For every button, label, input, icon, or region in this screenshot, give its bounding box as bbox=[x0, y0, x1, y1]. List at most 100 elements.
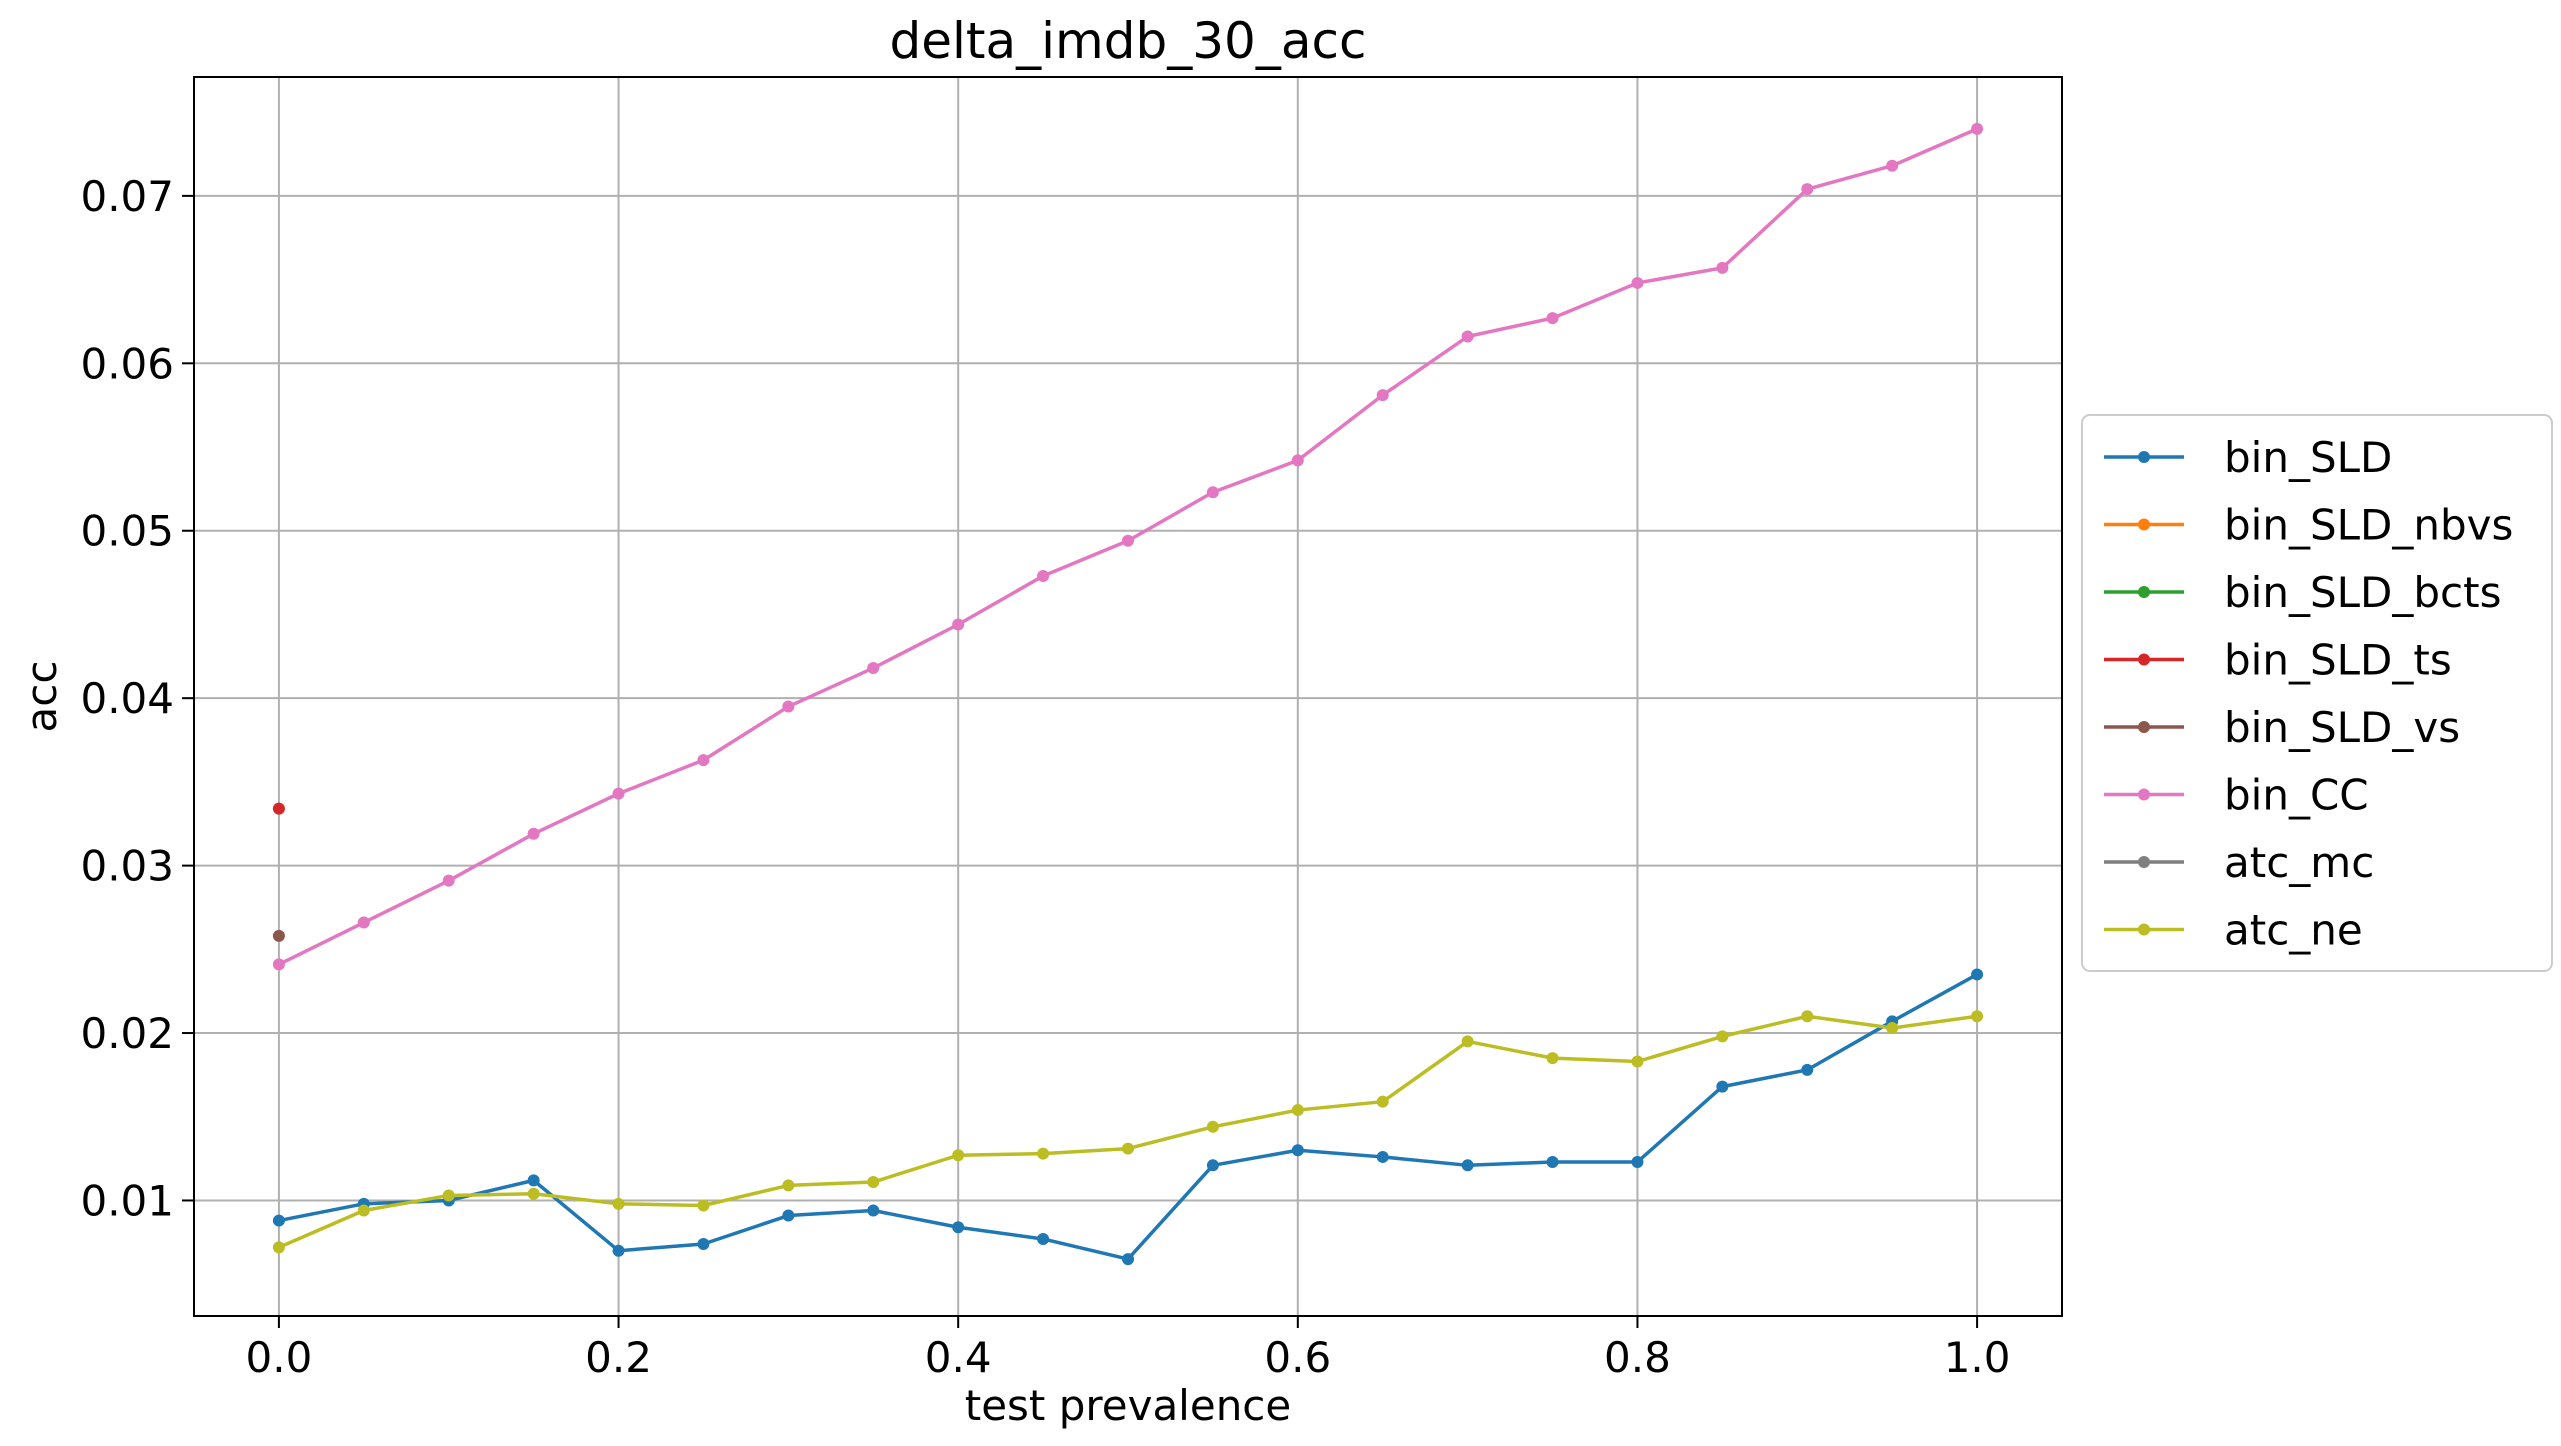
y-tick-label: 0.03 bbox=[80, 842, 174, 891]
data-point-atc-ne bbox=[1716, 1030, 1729, 1043]
data-point-bin-cc bbox=[952, 618, 965, 631]
x-tick-label: 0.0 bbox=[246, 1333, 313, 1382]
data-point-bin-cc bbox=[1037, 569, 1050, 582]
legend-entry-bin-sld-ts: bin_SLD_ts bbox=[2104, 636, 2452, 685]
data-point-atc-ne bbox=[952, 1149, 965, 1162]
data-point-atc-ne bbox=[697, 1199, 710, 1212]
data-point-bin-sld bbox=[1122, 1253, 1134, 1266]
data-point-atc-ne bbox=[527, 1187, 540, 1200]
legend-label: atc_ne bbox=[2224, 906, 2363, 955]
data-point-atc-ne bbox=[272, 1241, 285, 1254]
data-point-atc-ne bbox=[1971, 1010, 1984, 1023]
data-point-atc-ne bbox=[1122, 1142, 1134, 1155]
data-point-bin-cc bbox=[527, 827, 540, 840]
chart-title: delta_imdb_30_acc bbox=[890, 12, 1367, 70]
data-point-bin-cc bbox=[442, 874, 455, 887]
data-point-atc-ne bbox=[1291, 1104, 1304, 1117]
legend-marker bbox=[2138, 518, 2150, 531]
data-point-bin-sld bbox=[1801, 1063, 1814, 1076]
data-point-bin-sld bbox=[867, 1204, 880, 1217]
series-bin-cc bbox=[272, 122, 1984, 971]
legend-marker bbox=[2138, 856, 2150, 868]
y-tick-label: 0.01 bbox=[80, 1176, 174, 1225]
legend-marker bbox=[2138, 451, 2150, 463]
data-point-bin-sld bbox=[952, 1221, 965, 1234]
y-tick-label: 0.04 bbox=[80, 674, 174, 723]
axis-ticks: 0.0 0.2 0.4 0.6 0.8 1.0 0.01 0.02 0.03 0.04 0.05 0.… bbox=[80, 172, 2010, 1382]
data-point-bin-cc bbox=[1971, 122, 1984, 135]
legend-label: bin_SLD_bcts bbox=[2224, 568, 2501, 617]
legend-marker bbox=[2138, 653, 2150, 666]
legend-marker bbox=[2138, 788, 2150, 801]
data-point-bin-sld-ts bbox=[272, 802, 285, 815]
y-tick-label: 0.05 bbox=[80, 507, 174, 556]
legend-marker bbox=[2138, 586, 2150, 598]
data-point-atc-ne bbox=[1376, 1095, 1389, 1108]
data-point-atc-ne bbox=[357, 1204, 370, 1217]
data-point-bin-cc bbox=[1546, 312, 1559, 325]
data-point-bin-cc bbox=[272, 958, 285, 971]
legend-label: atc_mc bbox=[2224, 838, 2374, 887]
data-point-bin-cc bbox=[1291, 454, 1304, 467]
x-tick-label: 0.6 bbox=[1264, 1333, 1331, 1382]
plot-area-frame bbox=[193, 76, 2063, 1317]
y-axis-label: acc bbox=[17, 661, 66, 733]
data-point-bin-cc bbox=[782, 700, 795, 713]
legend-marker bbox=[2138, 923, 2150, 936]
data-point-bin-cc bbox=[612, 787, 625, 800]
data-point-bin-cc bbox=[1801, 183, 1814, 196]
data-point-bin-sld bbox=[612, 1244, 625, 1257]
data-point-bin-sld bbox=[1376, 1150, 1389, 1163]
data-point-atc-ne bbox=[1801, 1010, 1814, 1023]
x-tick-label: 0.4 bbox=[925, 1333, 992, 1382]
legend-entry-bin-sld-vs: bin_SLD_vs bbox=[2104, 703, 2460, 752]
data-point-atc-ne bbox=[1886, 1022, 1899, 1035]
legend-box bbox=[2081, 414, 2553, 972]
legend-entry-atc-mc: atc_mc bbox=[2104, 838, 2374, 887]
data-point-atc-ne bbox=[782, 1179, 795, 1192]
data-point-atc-ne bbox=[442, 1189, 455, 1202]
legend-entry-bin-sld-nbvs: bin_SLD_nbvs bbox=[2104, 501, 2513, 550]
data-point-bin-sld bbox=[697, 1238, 710, 1251]
data-point-atc-ne bbox=[867, 1176, 880, 1189]
legend-label: bin_SLD bbox=[2224, 433, 2392, 482]
legend-entry-bin-sld: bin_SLD bbox=[2104, 433, 2392, 482]
legend: bin_SLD bin_SLD_nbvs bin_SLD_bcts bin_SLD_t… bbox=[2081, 414, 2553, 972]
data-point-bin-cc bbox=[1886, 159, 1899, 172]
legend-entry-bin-sld-bcts: bin_SLD_bcts bbox=[2104, 568, 2501, 617]
x-tick-label: 1.0 bbox=[1944, 1333, 2011, 1382]
data-point-bin-cc bbox=[357, 916, 370, 929]
data-point-bin-cc bbox=[1206, 486, 1219, 499]
legend-label: bin_SLD_nbvs bbox=[2224, 501, 2513, 550]
data-point-bin-sld bbox=[272, 1214, 285, 1227]
x-axis-label: test prevalence bbox=[965, 1381, 1292, 1430]
data-point-bin-cc bbox=[1716, 261, 1729, 274]
data-point-bin-cc bbox=[697, 754, 710, 767]
data-point-bin-cc bbox=[867, 662, 880, 675]
data-point-bin-sld bbox=[1546, 1155, 1559, 1168]
series-layer bbox=[272, 122, 1984, 1266]
series-bin-sld bbox=[272, 968, 1984, 1266]
legend-label: bin_SLD_vs bbox=[2224, 703, 2460, 752]
data-point-bin-cc bbox=[1631, 276, 1644, 289]
data-point-bin-cc bbox=[1376, 389, 1389, 402]
legend-entry-bin-cc: bin_CC bbox=[2104, 771, 2369, 820]
y-tick-label: 0.06 bbox=[80, 339, 174, 388]
y-tick-label: 0.02 bbox=[80, 1009, 174, 1058]
data-point-atc-ne bbox=[1461, 1035, 1474, 1048]
legend-entry-atc-ne: atc_ne bbox=[2104, 906, 2363, 955]
data-point-bin-sld-vs bbox=[272, 929, 285, 942]
data-point-bin-sld bbox=[1461, 1159, 1474, 1172]
data-point-bin-sld bbox=[1291, 1144, 1304, 1157]
legend-label: bin_SLD_ts bbox=[2224, 636, 2452, 685]
data-point-bin-sld bbox=[1037, 1232, 1050, 1245]
data-point-bin-sld bbox=[1206, 1159, 1219, 1172]
data-point-bin-cc bbox=[1461, 330, 1474, 343]
legend-label: bin_CC bbox=[2224, 771, 2369, 820]
series-bin-sld-ts bbox=[272, 802, 285, 815]
x-tick-label: 0.8 bbox=[1604, 1333, 1671, 1382]
x-tick-label: 0.2 bbox=[585, 1333, 652, 1382]
data-point-atc-ne bbox=[1631, 1055, 1644, 1068]
data-point-bin-sld bbox=[782, 1209, 795, 1222]
